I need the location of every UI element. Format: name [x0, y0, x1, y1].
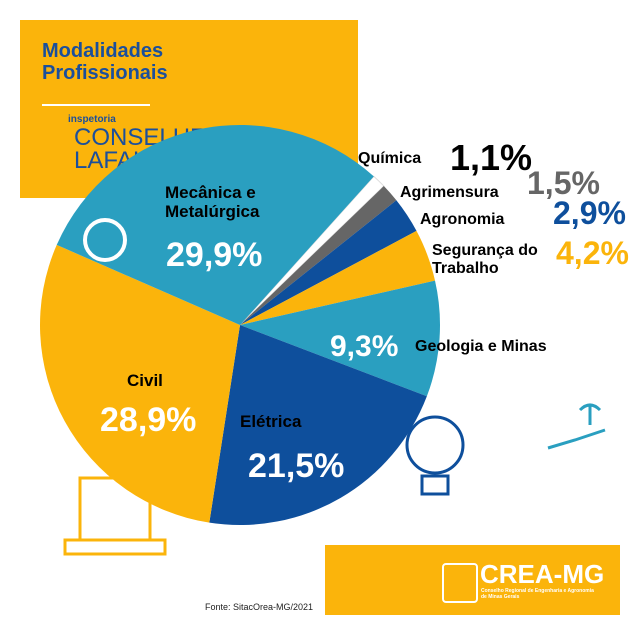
- category-label: Segurança do Trabalho: [432, 242, 538, 277]
- logo-caption: Conselho Regional de Engenharia e Agrono…: [481, 588, 594, 600]
- category-label: Geologia e Minas: [415, 338, 547, 355]
- bulb-icon: [405, 415, 465, 475]
- pie-slice: [39, 244, 241, 523]
- logo: CREA-MG: [480, 559, 605, 589]
- source: Fonte: SitacOrea-MG/2021: [205, 602, 314, 612]
- pie-slice: [240, 230, 436, 325]
- logo-emblem: [442, 563, 478, 603]
- pie-slice: [239, 175, 385, 326]
- value-label: 2,9%: [553, 195, 626, 231]
- value-label: 9,3%: [330, 330, 399, 363]
- pie-slice: [240, 186, 397, 325]
- category-label: Mecânica e Metalúrgica: [165, 183, 260, 221]
- value-label: 4,2%: [556, 235, 629, 271]
- category-label: Agrimensura: [400, 184, 499, 201]
- pie-slice: [56, 125, 374, 325]
- value-label: 28,9%: [100, 401, 197, 439]
- value-label: 1,5%: [527, 165, 600, 201]
- value-label: 1,1%: [450, 137, 533, 178]
- category-label: Química: [358, 150, 422, 167]
- subtitle-small: inspetoria: [68, 114, 116, 125]
- category-label: Civil: [127, 371, 163, 390]
- pie-slice: [240, 200, 417, 325]
- title: Modalidades Profissionais: [42, 40, 168, 84]
- plant-icon: [547, 403, 606, 450]
- divider: [42, 104, 150, 106]
- value-label: 29,9%: [166, 236, 263, 274]
- gear-icon: [83, 218, 127, 262]
- logo-box: [325, 545, 620, 615]
- bulb-base: [420, 474, 450, 496]
- laptop-icon: [63, 538, 167, 556]
- pie-slice: [209, 325, 427, 525]
- value-label: 21,5%: [248, 447, 345, 485]
- pie-slice: [240, 280, 441, 397]
- category-label: Elétrica: [240, 412, 302, 431]
- category-label: Agronomia: [420, 211, 505, 228]
